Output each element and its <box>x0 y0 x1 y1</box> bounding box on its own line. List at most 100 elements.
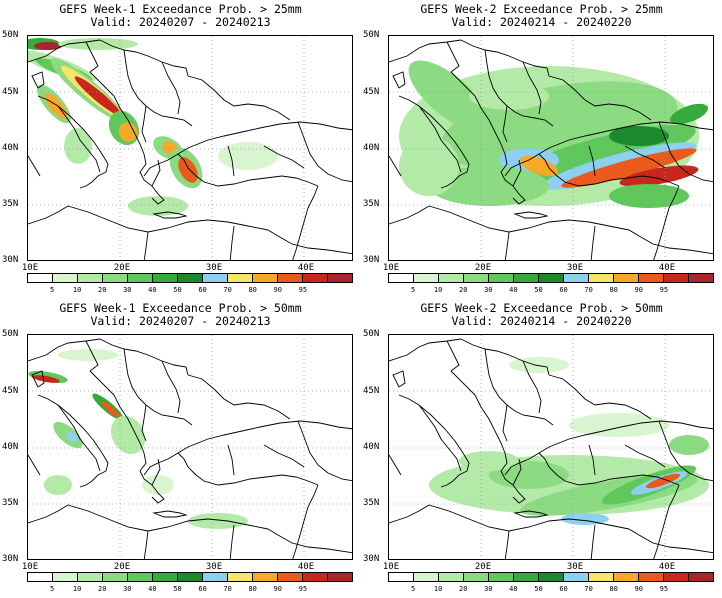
colorbar-swatch <box>439 274 464 282</box>
colorbar-swatch <box>589 274 614 282</box>
colorbar-label: 10 <box>433 286 443 294</box>
colorbar-label: 30 <box>123 585 132 593</box>
colorbar-swatch <box>414 573 439 581</box>
precip-field <box>429 357 709 525</box>
colorbar-label: 90 <box>634 286 643 294</box>
latitude-label: 40N <box>363 442 380 452</box>
colorbar-swatch <box>489 573 514 581</box>
colorbar-swatch <box>464 274 489 282</box>
longitude-label: 20E <box>474 263 492 273</box>
longitude-label: 20E <box>113 263 131 273</box>
colorbar-swatch <box>639 274 664 282</box>
precip-probability-area <box>34 42 62 50</box>
colorbar-swatch <box>178 573 203 581</box>
colorbar-swatch <box>278 573 303 581</box>
latitude-label: 50N <box>2 30 19 40</box>
colorbar-label: 5 <box>49 286 55 294</box>
panel-valid-dates: Valid: 20240207 - 20240213 <box>90 15 271 29</box>
precip-probability-area <box>520 155 558 177</box>
longitude-label: 40E <box>658 562 676 572</box>
latitude-label: 30N <box>2 554 19 564</box>
longitude-label: 30E <box>205 263 223 273</box>
longitude-label: 30E <box>205 562 223 572</box>
colorbar-swatch <box>78 573 103 581</box>
colorbar-swatch <box>539 274 564 282</box>
colorbar-label: 30 <box>484 286 493 294</box>
panel-valid-dates: Valid: 20240214 - 20240220 <box>451 314 632 328</box>
colorbar-label: 50 <box>534 585 543 593</box>
colorbar-swatch <box>203 573 228 581</box>
colorbar-swatch <box>689 573 713 581</box>
colorbar-label: 30 <box>484 585 493 593</box>
colorbar-label: 90 <box>273 585 282 593</box>
longitude-label: 10E <box>382 562 400 572</box>
colorbar-swatch <box>389 573 414 581</box>
colorbar-swatch <box>489 274 514 282</box>
colorbar-label: 70 <box>223 585 232 593</box>
colorbar-label: 95 <box>659 585 669 593</box>
panel-week2-50mm: GEFS Week-2 Exceedance Prob. > 50mm Vali… <box>361 299 722 598</box>
colorbar-swatch <box>178 274 203 282</box>
probability-map <box>27 35 353 261</box>
latitude-label: 50N <box>363 329 380 339</box>
longitude-label: 40E <box>297 562 315 572</box>
latitude-label: 45N <box>363 87 380 97</box>
colorbar <box>388 273 714 283</box>
precip-probability-area <box>646 473 680 489</box>
precip-probability-area <box>64 128 92 164</box>
precip-probability-area <box>399 136 459 196</box>
colorbar-swatch <box>128 573 153 581</box>
colorbar-swatch <box>53 274 78 282</box>
panel-title: GEFS Week-1 Exceedance Prob. > 25mm <box>59 2 302 16</box>
coastlines <box>28 338 352 559</box>
colorbar-label: 95 <box>659 286 669 294</box>
latitude-label: 30N <box>2 255 19 265</box>
colorbar-label: 10 <box>433 585 443 593</box>
latitude-label: 30N <box>363 554 380 564</box>
precip-probability-area <box>44 475 72 495</box>
colorbar-swatch <box>564 573 589 581</box>
coastlines <box>389 39 713 260</box>
colorbar-swatch <box>589 573 614 581</box>
longitude-label: 10E <box>21 263 39 273</box>
colorbar-label: 40 <box>148 286 157 294</box>
precip-probability-area <box>118 122 138 142</box>
precip-probability-area <box>110 415 146 455</box>
latitude-label: 50N <box>363 30 380 40</box>
precip-probability-area <box>74 76 122 116</box>
colorbar-swatch <box>389 274 414 282</box>
colorbar-swatch <box>253 573 278 581</box>
precip-probability-area <box>619 165 699 187</box>
panel-title: GEFS Week-1 Exceedance Prob. > 50mm <box>59 301 302 315</box>
longitude-label: 30E <box>566 263 584 273</box>
precip-probability-area <box>609 184 689 208</box>
longitude-label: 30E <box>566 562 584 572</box>
latitude-label: 45N <box>363 386 380 396</box>
colorbar-swatch <box>253 274 278 282</box>
probability-map <box>388 35 714 261</box>
colorbar-swatch <box>103 274 128 282</box>
precip-field <box>28 349 248 529</box>
colorbar-swatch <box>303 573 328 581</box>
colorbar-label: 90 <box>273 286 282 294</box>
colorbar-label: 50 <box>173 286 182 294</box>
colorbar-swatch <box>278 274 303 282</box>
precip-probability-area <box>561 148 697 188</box>
precip-probability-area <box>609 126 669 146</box>
colorbar-swatch <box>689 274 713 282</box>
colorbar-label: 20 <box>98 585 107 593</box>
colorbar-swatch <box>414 274 439 282</box>
latitude-label: 40N <box>2 442 19 452</box>
colorbar-label: 80 <box>248 585 257 593</box>
colorbar-swatch <box>103 573 128 581</box>
probability-map <box>27 334 353 560</box>
colorbar-label: 60 <box>559 286 568 294</box>
colorbar-swatch <box>328 573 352 581</box>
colorbar-label: 50 <box>534 286 543 294</box>
precip-probability-area <box>218 142 278 170</box>
precip-probability-area <box>670 103 708 125</box>
panel-valid-dates: Valid: 20240214 - 20240220 <box>451 15 632 29</box>
precip-probability-area <box>100 400 120 418</box>
longitude-label: 40E <box>658 263 676 273</box>
precip-probability-area <box>469 82 549 110</box>
